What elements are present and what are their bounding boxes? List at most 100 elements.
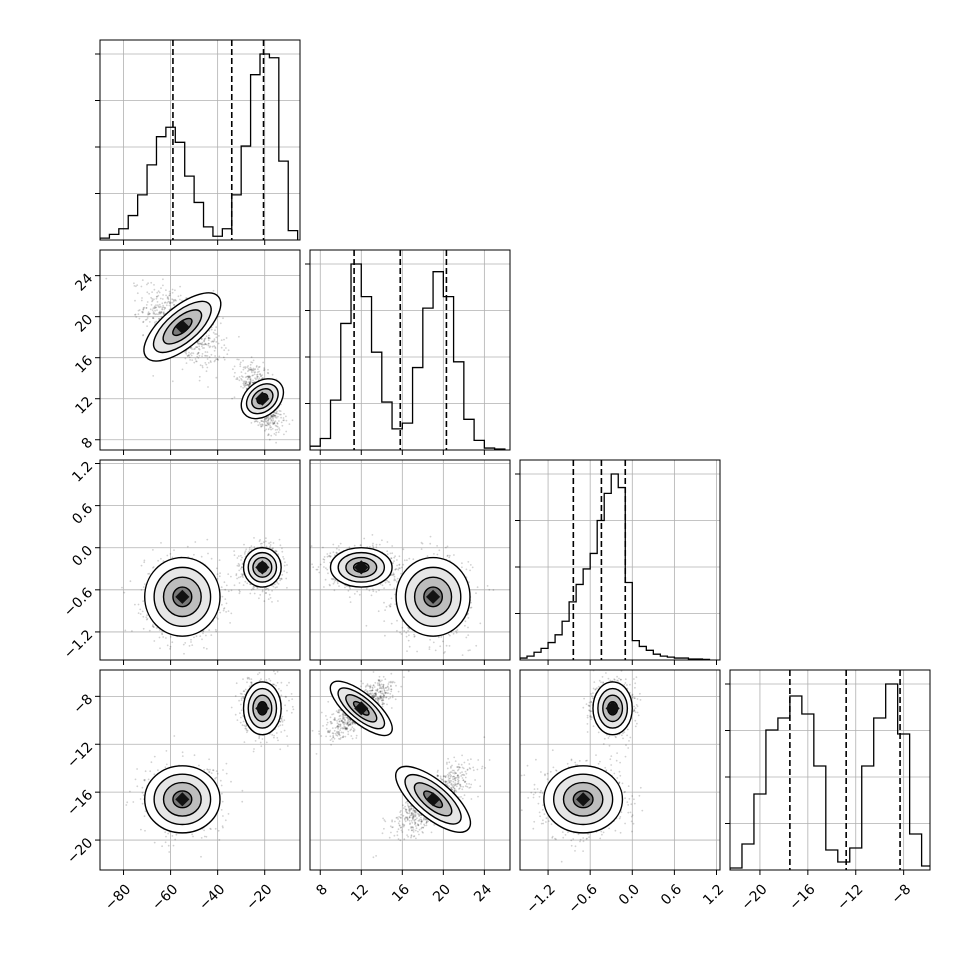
scatter-point bbox=[448, 556, 451, 559]
scatter-point bbox=[215, 630, 218, 633]
scatter-point bbox=[155, 295, 158, 298]
scatter-point bbox=[200, 343, 203, 346]
scatter-point bbox=[273, 422, 275, 425]
scatter-point bbox=[156, 309, 158, 311]
scatter-point bbox=[135, 285, 137, 288]
scatter-cloud bbox=[105, 277, 294, 444]
scatter-point bbox=[165, 289, 167, 292]
scatter-point bbox=[212, 341, 215, 343]
scatter-point bbox=[249, 383, 252, 385]
scatter-point bbox=[260, 425, 263, 428]
scatter-point bbox=[147, 311, 150, 313]
scatter-point bbox=[206, 366, 209, 369]
scatter-point bbox=[260, 545, 263, 548]
scatter-point bbox=[426, 555, 429, 557]
scatter-point bbox=[276, 422, 279, 424]
scatter-point bbox=[420, 541, 423, 544]
scatter-point bbox=[401, 626, 404, 629]
scatter-point bbox=[205, 343, 208, 346]
scatter-point bbox=[266, 422, 269, 425]
scatter-point bbox=[263, 600, 266, 602]
scatter-point bbox=[276, 410, 278, 413]
scatter-point bbox=[210, 557, 213, 560]
scatter-point bbox=[447, 554, 449, 557]
scatter-point bbox=[333, 554, 336, 556]
scatter-point bbox=[219, 611, 222, 614]
scatter-point bbox=[171, 288, 174, 291]
scatter-point bbox=[138, 317, 141, 320]
scatter-point bbox=[383, 601, 385, 604]
scatter-point bbox=[280, 578, 283, 580]
scatter-point bbox=[215, 341, 218, 343]
scatter-point bbox=[263, 367, 266, 369]
scatter-point bbox=[388, 604, 391, 607]
scatter-point bbox=[272, 413, 275, 416]
scatter-point bbox=[222, 317, 224, 320]
scatter-point bbox=[148, 629, 151, 632]
scatter-point bbox=[153, 305, 156, 308]
scatter-point bbox=[149, 308, 152, 311]
scatter-point bbox=[238, 589, 241, 592]
scatter-point bbox=[148, 321, 151, 323]
scatter-point bbox=[181, 299, 183, 302]
scatter-point bbox=[209, 360, 212, 362]
scatter-point bbox=[399, 567, 401, 569]
scatter-point bbox=[329, 555, 332, 558]
scatter-point bbox=[187, 354, 190, 356]
scatter-point bbox=[267, 368, 269, 371]
scatter-point bbox=[203, 339, 205, 342]
scatter-point bbox=[245, 384, 248, 386]
scatter-point bbox=[238, 582, 241, 584]
scatter-point bbox=[269, 426, 271, 429]
histogram-step bbox=[310, 263, 506, 450]
scatter-point bbox=[398, 555, 401, 558]
scatter-point bbox=[185, 297, 188, 299]
scatter-point bbox=[172, 300, 175, 303]
scatter-point bbox=[218, 559, 221, 561]
scatter-point bbox=[137, 313, 140, 316]
scatter-point bbox=[365, 624, 368, 627]
scatter-point bbox=[203, 646, 205, 649]
scatter-point bbox=[141, 279, 144, 281]
scatter-point bbox=[408, 557, 411, 560]
scatter-point bbox=[162, 312, 165, 314]
scatter-point bbox=[267, 419, 270, 422]
scatter-point bbox=[205, 370, 208, 373]
scatter-point bbox=[207, 342, 210, 345]
scatter-point bbox=[171, 301, 174, 304]
scatter-point bbox=[274, 586, 277, 589]
scatter-point bbox=[240, 371, 243, 373]
scatter-point bbox=[148, 312, 151, 315]
scatter-point bbox=[145, 304, 148, 306]
scatter-point bbox=[152, 566, 155, 568]
scatter-point bbox=[204, 343, 207, 345]
scatter-point bbox=[286, 564, 288, 566]
scatter-point bbox=[223, 608, 225, 610]
scatter-point bbox=[381, 539, 383, 542]
scatter-point bbox=[138, 309, 141, 311]
scatter-point bbox=[193, 348, 195, 351]
scatter-point bbox=[153, 640, 156, 642]
scatter-point bbox=[173, 549, 175, 551]
scatter-point bbox=[243, 383, 246, 386]
scatter-point bbox=[279, 579, 282, 582]
scatter-point bbox=[147, 313, 149, 316]
scatter-point bbox=[201, 353, 204, 355]
scatter-point bbox=[124, 629, 127, 632]
scatter-point bbox=[140, 285, 143, 288]
scatter-point bbox=[247, 384, 250, 387]
scatter-point bbox=[421, 542, 424, 545]
scatter-point bbox=[267, 421, 270, 424]
scatter-point bbox=[259, 423, 262, 426]
scatter-point bbox=[273, 415, 276, 417]
scatter-point bbox=[257, 424, 260, 427]
scatter-point bbox=[273, 422, 275, 425]
scatter-point bbox=[220, 346, 223, 349]
scatter-point bbox=[235, 378, 238, 380]
scatter-point bbox=[270, 415, 273, 418]
scatter-point bbox=[159, 311, 162, 314]
scatter-point bbox=[390, 597, 393, 600]
scatter-point bbox=[171, 380, 174, 383]
scatter-point bbox=[249, 383, 251, 385]
scatter-point bbox=[205, 634, 207, 637]
